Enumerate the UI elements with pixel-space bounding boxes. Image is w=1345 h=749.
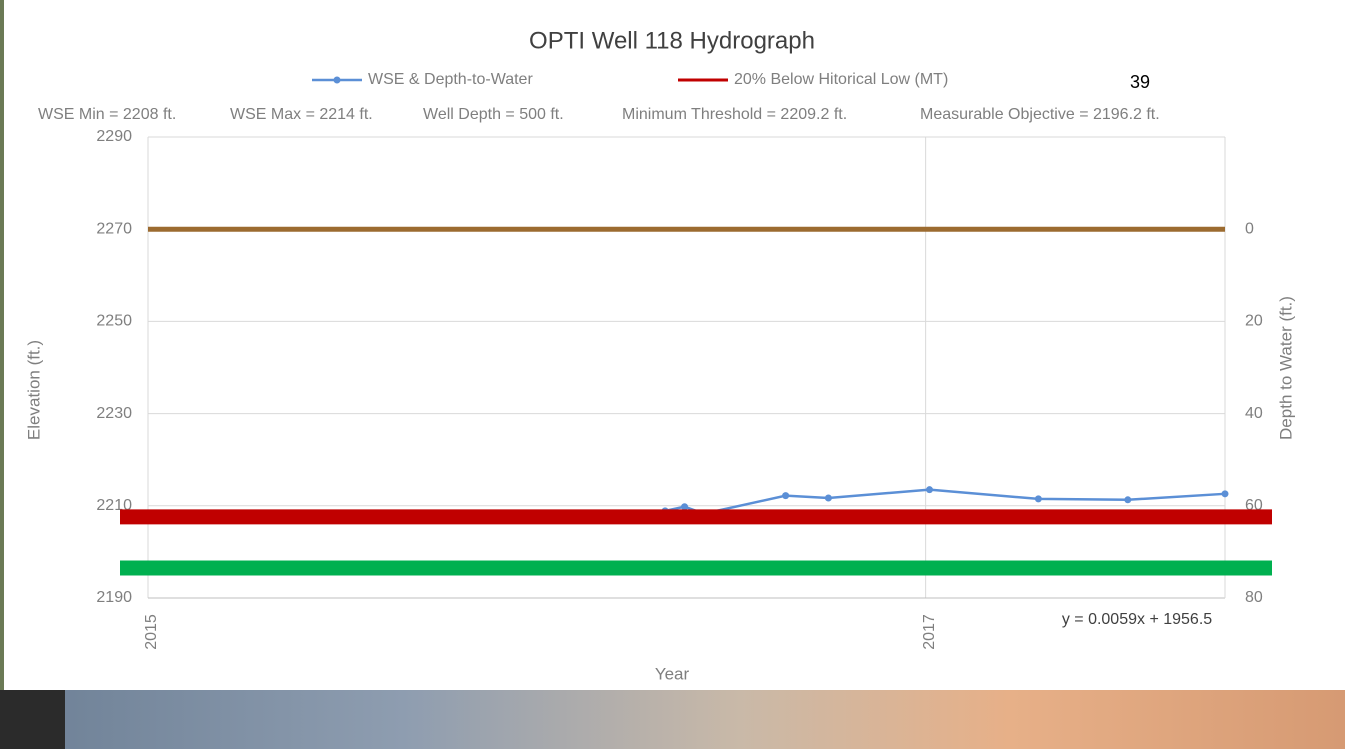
data-point xyxy=(1124,496,1132,504)
y2-tick-label: 40 xyxy=(1245,405,1263,422)
annotation: WSE Min = 2208 ft. xyxy=(38,106,176,123)
x-axis-title: Year xyxy=(655,664,690,683)
legend-label: WSE & Depth-to-Water xyxy=(368,71,533,88)
annotation: Minimum Threshold = 2209.2 ft. xyxy=(622,106,847,123)
page-number: 39 xyxy=(1130,72,1150,92)
y2-tick-label: 20 xyxy=(1245,313,1263,330)
y-axis-title: Elevation (ft.) xyxy=(24,340,43,440)
data-point xyxy=(824,494,832,502)
y-tick-label: 2190 xyxy=(96,589,132,606)
chart-title: OPTI Well 118 Hydrograph xyxy=(529,27,815,54)
x-tick-label: 2017 xyxy=(921,614,938,650)
legend-label: 20% Below Hitorical Low (MT) xyxy=(734,71,948,88)
y-tick-label: 2290 xyxy=(96,128,132,145)
y2-axis-title: Depth to Water (ft.) xyxy=(1276,296,1295,440)
x-tick-label: 2015 xyxy=(143,614,160,650)
photo-edge xyxy=(0,690,65,749)
annotation: Well Depth = 500 ft. xyxy=(423,106,564,123)
y-tick-label: 2270 xyxy=(96,220,132,237)
y-tick-label: 2250 xyxy=(96,313,132,330)
data-point xyxy=(1034,495,1042,503)
legend-marker xyxy=(333,76,341,84)
trendline-label: y = 0.0059x + 1956.5 xyxy=(1062,611,1212,628)
background-photo xyxy=(0,690,1345,749)
annotation: WSE Max = 2214 ft. xyxy=(230,106,373,123)
data-point xyxy=(782,492,790,500)
left-edge xyxy=(0,0,4,690)
y-tick-label: 2230 xyxy=(96,405,132,422)
y2-tick-label: 80 xyxy=(1245,589,1263,606)
data-point xyxy=(926,486,934,494)
data-point xyxy=(1221,490,1229,498)
y2-tick-label: 0 xyxy=(1245,220,1254,237)
data-point xyxy=(681,503,689,511)
annotation: Measurable Objective = 2196.2 ft. xyxy=(920,106,1160,123)
